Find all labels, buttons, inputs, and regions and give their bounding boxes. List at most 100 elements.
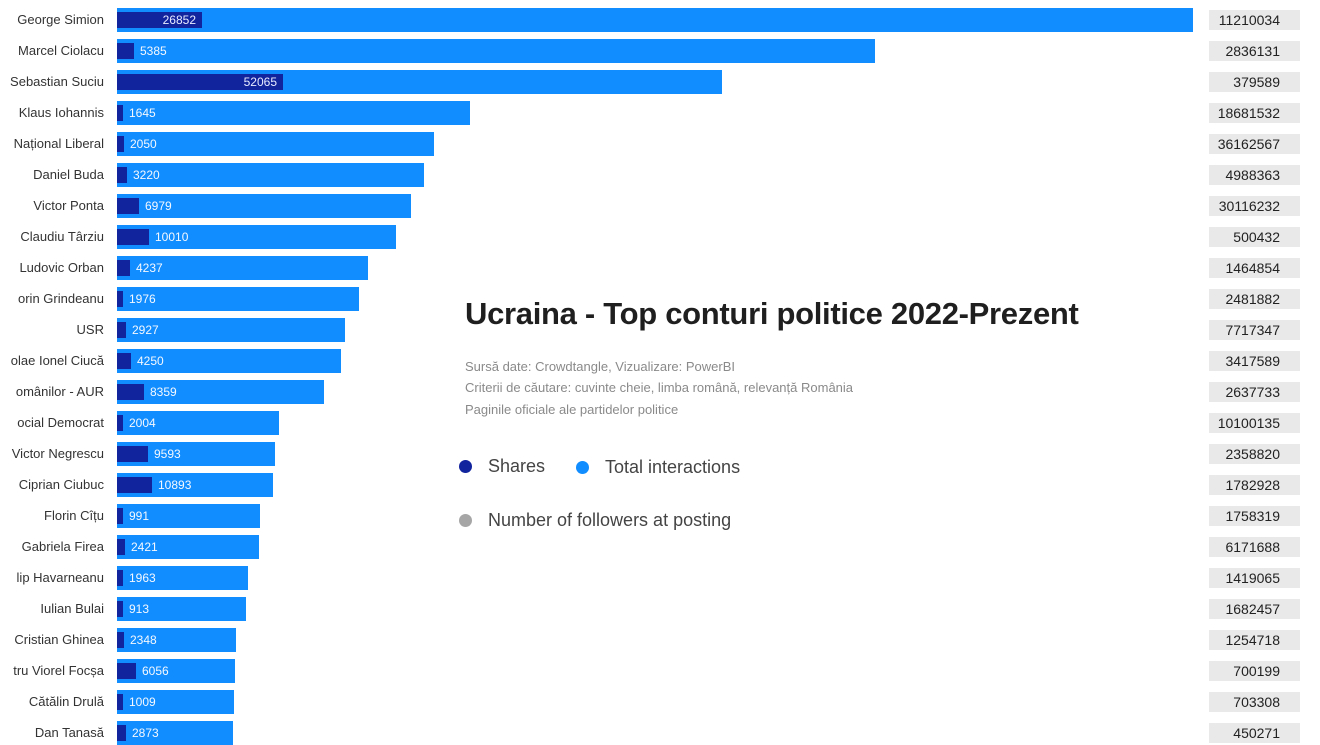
followers-cell: 2358820 <box>1209 444 1300 464</box>
shares-value-label: 2873 <box>132 726 159 740</box>
total-interactions-bar[interactable] <box>117 380 324 404</box>
shares-value-label: 26852 <box>162 13 196 27</box>
shares-value-label: 10893 <box>158 478 192 492</box>
total-interactions-bar[interactable] <box>117 225 396 249</box>
shares-bar[interactable] <box>117 632 124 648</box>
total-interactions-bar[interactable] <box>117 690 234 714</box>
legend-dot-total-interactions <box>576 461 589 474</box>
total-interactions-bar[interactable] <box>117 101 470 125</box>
total-interactions-bar[interactable] <box>117 287 359 311</box>
shares-bar[interactable] <box>117 43 134 59</box>
followers-value-label: 2481882 <box>1225 291 1280 307</box>
shares-bar[interactable] <box>117 229 149 245</box>
followers-value-label: 6171688 <box>1225 539 1280 555</box>
shares-bar[interactable] <box>117 539 125 555</box>
shares-bar[interactable] <box>117 570 123 586</box>
category-label: orin Grindeanu <box>18 291 104 306</box>
total-interactions-bar[interactable] <box>117 256 368 280</box>
category-label: Național Liberal <box>13 136 104 151</box>
followers-value-label: 2358820 <box>1225 446 1280 462</box>
followers-cell: 1464854 <box>1209 258 1300 278</box>
chart-title: Ucraina - Top conturi politice 2022-Prez… <box>465 296 1079 331</box>
total-interactions-bar[interactable] <box>117 566 248 590</box>
shares-bar[interactable] <box>117 446 148 462</box>
shares-bar[interactable] <box>117 105 123 121</box>
legend-item-shares[interactable]: Shares <box>459 456 545 477</box>
followers-value-label: 1464854 <box>1225 260 1280 276</box>
total-interactions-bar[interactable] <box>117 504 260 528</box>
shares-bar[interactable] <box>117 508 123 524</box>
shares-value-label: 2050 <box>130 137 157 151</box>
legend-item-followers[interactable]: Number of followers at posting <box>459 510 731 531</box>
category-label: USR <box>76 322 104 337</box>
followers-cell: 7717347 <box>1209 320 1300 340</box>
category-label: Daniel Buda <box>33 167 104 182</box>
followers-value-label: 1254718 <box>1225 632 1280 648</box>
shares-bar[interactable] <box>117 167 127 183</box>
shares-bar[interactable] <box>117 353 131 369</box>
shares-bar[interactable] <box>117 725 126 741</box>
category-label: Florin Cîțu <box>44 508 104 523</box>
shares-bar[interactable] <box>117 12 202 28</box>
total-interactions-bar[interactable] <box>117 659 235 683</box>
category-label: omânilor - AUR <box>15 384 104 399</box>
followers-value-label: 4988363 <box>1225 167 1280 183</box>
criteria-note: Criterii de căutare: cuvinte cheie, limb… <box>465 380 854 395</box>
shares-value-label: 3220 <box>133 168 160 182</box>
followers-cell: 18681532 <box>1209 103 1300 123</box>
total-interactions-bar[interactable] <box>117 535 259 559</box>
followers-value-label: 500432 <box>1233 229 1280 245</box>
followers-value-label: 1682457 <box>1225 601 1280 617</box>
followers-cell: 379589 <box>1209 72 1300 92</box>
followers-value-label: 703308 <box>1233 694 1280 710</box>
followers-cell: 1782928 <box>1209 475 1300 495</box>
shares-bar[interactable] <box>117 260 130 276</box>
shares-bar[interactable] <box>117 694 123 710</box>
shares-bar[interactable] <box>117 322 126 338</box>
shares-bar[interactable] <box>117 415 123 431</box>
total-interactions-bar[interactable] <box>117 628 236 652</box>
followers-value-label: 10100135 <box>1217 415 1280 431</box>
total-interactions-bar[interactable] <box>117 597 246 621</box>
shares-bar[interactable] <box>117 74 283 90</box>
shares-value-label: 6056 <box>142 664 169 678</box>
followers-value-label: 11210034 <box>1218 12 1280 28</box>
total-interactions-bar[interactable] <box>117 318 345 342</box>
total-interactions-bar[interactable] <box>117 411 279 435</box>
category-label: Claudiu Târziu <box>20 229 104 244</box>
pages-note: Paginile oficiale ale partidelor politic… <box>465 402 679 417</box>
total-interactions-bar[interactable] <box>117 194 411 218</box>
shares-bar[interactable] <box>117 136 124 152</box>
followers-cell: 703308 <box>1209 692 1300 712</box>
legend-label-shares: Shares <box>488 456 546 476</box>
followers-value-label: 3417589 <box>1225 353 1280 369</box>
followers-cell: 11210034 <box>1209 10 1300 30</box>
shares-bar[interactable] <box>117 477 152 493</box>
legend-dot-followers <box>459 514 472 527</box>
followers-cell: 4988363 <box>1209 165 1300 185</box>
followers-value-label: 450271 <box>1233 725 1280 741</box>
total-interactions-bar[interactable] <box>117 721 233 745</box>
followers-value-label: 1758319 <box>1225 508 1280 524</box>
followers-cell: 450271 <box>1209 723 1300 743</box>
shares-bar[interactable] <box>117 384 144 400</box>
total-interactions-bar[interactable] <box>117 8 1193 32</box>
legend-item-total-interactions[interactable]: Total interactions <box>576 457 740 478</box>
total-interactions-bar[interactable] <box>117 349 341 373</box>
shares-value-label: 4250 <box>137 354 164 368</box>
shares-bar[interactable] <box>117 291 123 307</box>
category-label: Marcel Ciolacu <box>18 43 104 58</box>
total-interactions-bar[interactable] <box>117 39 875 63</box>
category-label: Cristian Ghinea <box>14 632 104 647</box>
shares-value-label: 9593 <box>154 447 181 461</box>
shares-value-label: 1009 <box>129 695 156 709</box>
followers-cell: 1758319 <box>1209 506 1300 526</box>
total-interactions-bar[interactable] <box>117 163 424 187</box>
followers-cell: 3417589 <box>1209 351 1300 371</box>
shares-value-label: 2421 <box>131 540 158 554</box>
shares-bar[interactable] <box>117 601 123 617</box>
shares-bar[interactable] <box>117 198 139 214</box>
shares-bar[interactable] <box>117 663 136 679</box>
legend-dot-shares <box>459 460 472 473</box>
total-interactions-bar[interactable] <box>117 132 434 156</box>
